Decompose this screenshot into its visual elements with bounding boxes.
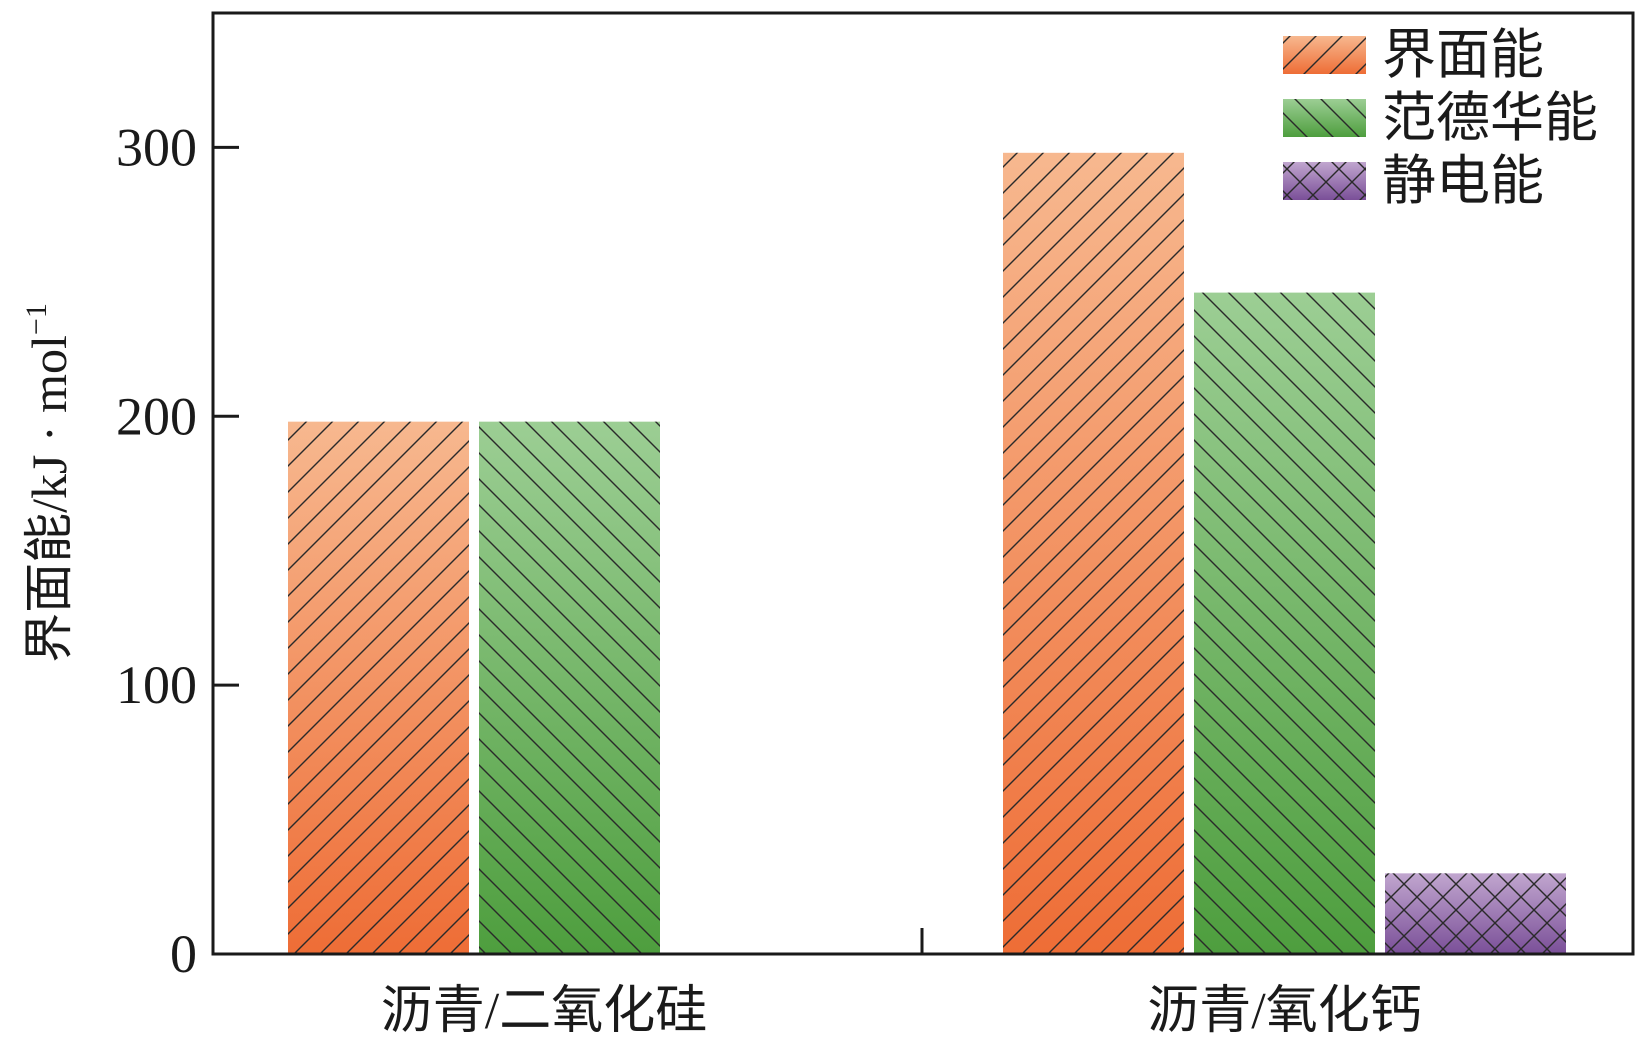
legend-label: 界面能 <box>1382 25 1544 85</box>
legend-label: 范德华能 <box>1382 88 1598 148</box>
bar-1-series-2 <box>479 421 660 955</box>
bars-layer <box>288 152 1566 955</box>
bar-1-series-1 <box>288 421 469 955</box>
legend-item: 静电能 <box>1283 151 1544 211</box>
x-category-label: 沥青/二氧化硅 <box>381 983 707 1040</box>
axes-layer <box>211 11 1635 956</box>
bar-2-series-3 <box>1385 873 1566 954</box>
y-tick-label: 300 <box>116 117 197 177</box>
legend-label: 静电能 <box>1382 151 1544 211</box>
legend-item: 范德华能 <box>1283 88 1598 148</box>
y-tick-label: 100 <box>116 655 197 715</box>
legend-item: 界面能 <box>1283 25 1544 85</box>
y-tick-label: 200 <box>116 386 197 446</box>
bar-2-series-2 <box>1194 292 1375 954</box>
x-category-label: 沥青/氧化钙 <box>1147 983 1421 1040</box>
bar-2-series-1 <box>1003 152 1184 954</box>
y-tick-label: 0 <box>170 924 197 984</box>
y-axis-title: 界面能/kJ · mol−1 <box>20 303 77 663</box>
labels-layer: 0 100 200 300 沥青/二氧化硅 沥青/氧化钙 界面能/kJ · mol−1 <box>20 117 1422 1040</box>
